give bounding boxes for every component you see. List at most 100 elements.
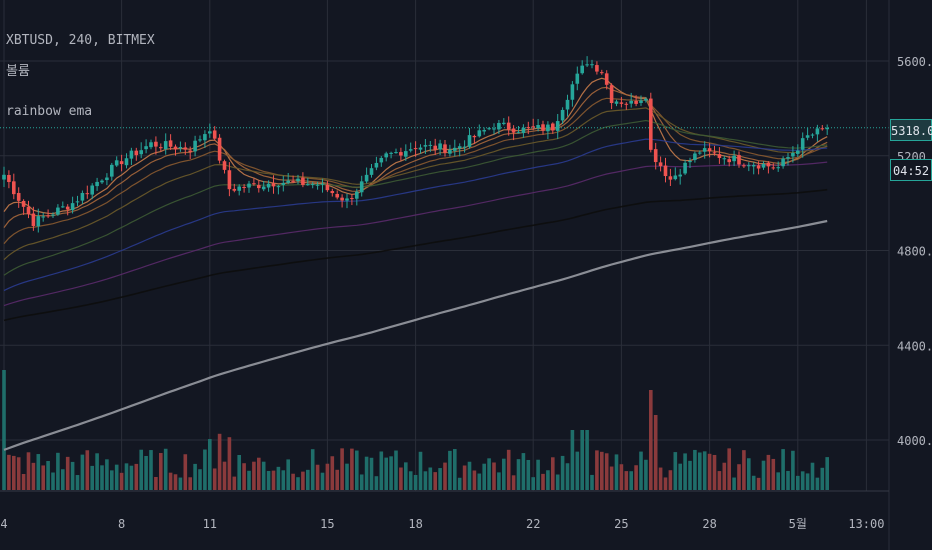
candle-body: [168, 140, 173, 147]
candle-body: [796, 150, 800, 154]
candle-body: [668, 176, 673, 180]
candle-body: [271, 183, 276, 187]
volume-bar: [315, 464, 320, 490]
volume-bar: [404, 462, 408, 490]
volume-bar: [335, 469, 339, 490]
candle-body: [70, 203, 75, 211]
candle-body: [276, 186, 281, 188]
volume-bar: [462, 465, 467, 490]
volume-bar: [70, 461, 75, 490]
volume-bar: [12, 455, 16, 490]
price-tick-label: 4000.0: [897, 434, 932, 448]
volume-bar: [609, 466, 614, 490]
candle-body: [110, 164, 114, 177]
candle-body: [663, 165, 668, 177]
volume-bar: [815, 477, 820, 490]
candle-body: [565, 99, 570, 110]
volume-bar: [737, 464, 741, 490]
symbol-legend[interactable]: XBTUSD, 240, BITMEX: [6, 33, 155, 48]
candle-body: [2, 174, 6, 180]
ema-line-13: [3, 86, 828, 228]
candle-body: [649, 98, 653, 150]
volume-bar: [369, 457, 374, 490]
candle-body: [65, 206, 70, 210]
volume-bar: [154, 476, 158, 490]
volume-bar: [124, 463, 129, 490]
candle-body: [188, 150, 192, 152]
volume-bar: [448, 450, 452, 490]
candle-body: [227, 170, 232, 190]
volume-bar: [467, 461, 472, 490]
volume-bar: [203, 449, 207, 490]
candle-body: [702, 148, 707, 152]
candle-body: [26, 206, 31, 215]
candle-body: [776, 167, 780, 169]
candle-body: [742, 165, 746, 167]
candle-body: [438, 143, 442, 150]
candle-body: [105, 177, 109, 181]
volume-bar: [227, 437, 232, 490]
candle-body: [124, 158, 129, 166]
candle-body: [791, 152, 795, 157]
candle-body: [825, 127, 829, 130]
volume-bar: [193, 463, 197, 490]
candle-body: [644, 98, 648, 101]
volume-bar: [546, 470, 550, 490]
volume-bar: [668, 470, 673, 490]
volume-legend[interactable]: 볼륨: [6, 64, 30, 79]
candle-body: [555, 121, 560, 131]
volume-bar: [639, 451, 643, 490]
volume-bar: [46, 461, 50, 490]
volume-bar: [237, 454, 241, 490]
candle-body: [296, 178, 300, 181]
volume-bar: [502, 458, 506, 490]
volume-bar: [536, 459, 540, 490]
candle-body: [51, 214, 55, 216]
candle-body: [805, 135, 810, 138]
volume-bar: [761, 460, 766, 490]
volume-bar: [506, 449, 511, 490]
candle-body: [658, 162, 663, 167]
candle-body: [457, 146, 462, 149]
volume-bar: [644, 459, 648, 490]
volume-bar: [600, 451, 604, 490]
ema-legend[interactable]: rainbow ema: [6, 104, 93, 119]
candle-body: [129, 150, 134, 159]
price-tick-label: 4400.0: [897, 339, 932, 353]
candle-body: [717, 154, 722, 158]
volume-bar: [580, 430, 584, 490]
candle-body: [732, 155, 736, 162]
candle-body: [315, 184, 320, 186]
volume-bar: [16, 457, 21, 490]
candle-body: [257, 185, 261, 189]
volume-bar: [198, 469, 202, 490]
volume-bar: [379, 451, 384, 490]
volume-bar: [266, 470, 271, 490]
price-tick-label: 4800.0: [897, 245, 932, 259]
volume-bar: [36, 454, 41, 490]
volume-bar: [41, 465, 45, 490]
volume-bar: [399, 467, 403, 490]
volume-bar: [90, 465, 94, 490]
volume-bar: [232, 476, 237, 490]
candle-body: [575, 73, 580, 84]
candle-body: [820, 128, 825, 130]
candle-body: [379, 157, 384, 163]
candle-body: [178, 147, 183, 149]
volume-bar: [453, 449, 457, 490]
last-price-label: 5318.0: [890, 119, 932, 141]
volume-bar: [257, 457, 261, 490]
candle-body: [418, 147, 423, 150]
volume-bar: [570, 430, 575, 490]
time-axis[interactable]: 4 8 11 15 18 22 25 28 5월 13:00: [0, 517, 884, 531]
volume-bar: [477, 473, 482, 490]
candle-body: [399, 152, 403, 156]
volume-bar: [541, 473, 545, 490]
candle-body: [678, 174, 682, 177]
volume-bar: [634, 465, 638, 490]
volume-bar: [31, 462, 36, 490]
candle-body: [90, 185, 94, 195]
candle-body: [751, 165, 756, 167]
